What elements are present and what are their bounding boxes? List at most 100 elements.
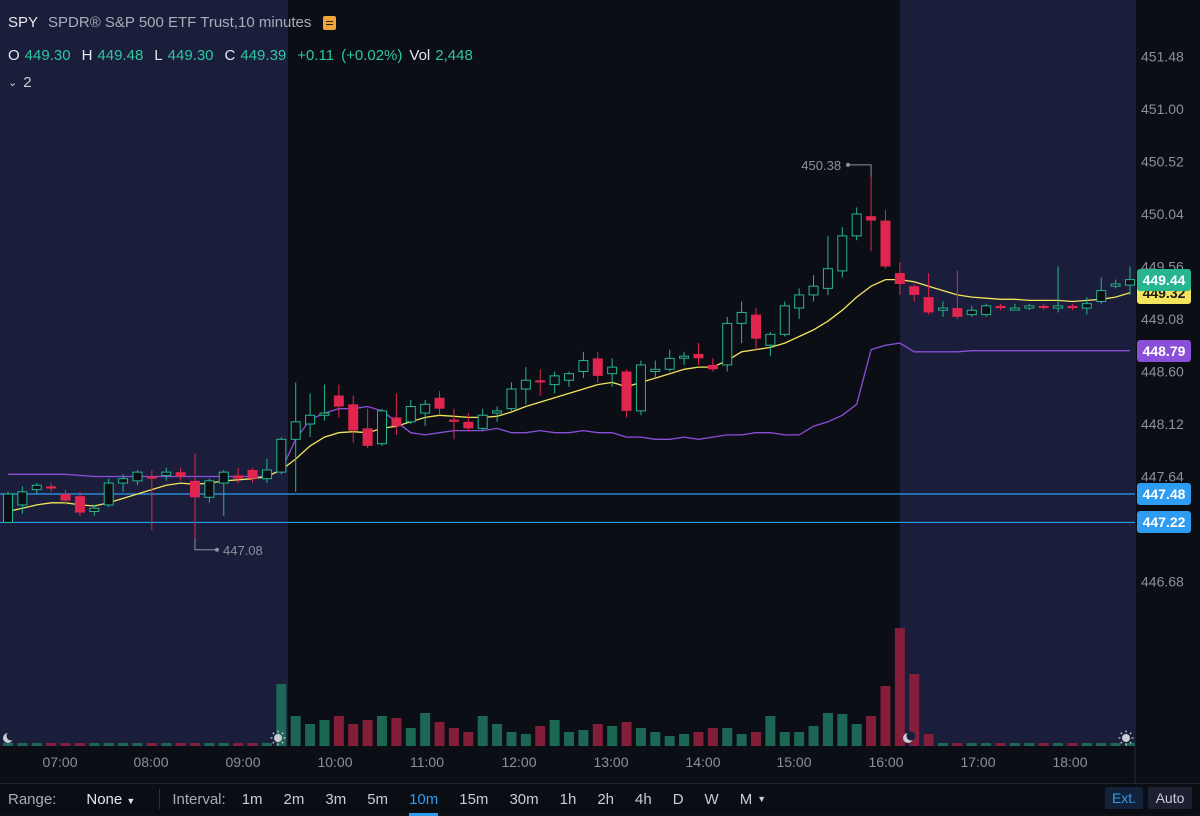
interval-30m[interactable]: 30m xyxy=(509,790,539,808)
volume-bar xyxy=(74,743,85,746)
price-tick-label: 448.60 xyxy=(1141,364,1184,380)
time-tick-label: 12:00 xyxy=(501,754,536,770)
symbol[interactable]: SPY xyxy=(8,14,39,31)
candle-body xyxy=(477,414,488,429)
change-percent: (+0.02%) xyxy=(341,47,403,64)
sun-icon-ray xyxy=(272,732,275,735)
time-tick-label: 10:00 xyxy=(317,754,352,770)
extended-hours-button[interactable]: Ext. xyxy=(1105,787,1143,809)
candle-body xyxy=(506,388,517,410)
volume-bar xyxy=(477,716,488,746)
note-icon[interactable] xyxy=(323,15,337,30)
volume-bar xyxy=(46,743,57,746)
candle-body xyxy=(319,412,330,416)
time-tick-label: 07:00 xyxy=(42,754,77,770)
candle-body xyxy=(751,314,761,339)
volume-bar xyxy=(722,728,733,746)
volume-bar xyxy=(880,686,891,746)
vwap-price-badge: 448.79 xyxy=(1137,339,1191,362)
indicators-toggle[interactable]: ⌄ 2 xyxy=(8,74,32,91)
candle-body xyxy=(362,428,373,446)
caret-down-icon: ▼ xyxy=(757,794,767,804)
interval-d[interactable]: D xyxy=(672,790,684,808)
volume-bar xyxy=(1081,743,1092,746)
sun-icon-ray xyxy=(1129,732,1132,735)
volume-bar xyxy=(161,743,172,746)
volume-bar xyxy=(233,743,244,746)
sun-icon xyxy=(1122,734,1130,742)
volume-bar xyxy=(204,743,215,746)
interval-5m[interactable]: 5m xyxy=(367,790,389,808)
volume-bar xyxy=(549,720,560,746)
volume-bar xyxy=(851,724,862,746)
price-tick-label: 450.52 xyxy=(1141,154,1184,170)
candle-body xyxy=(261,469,272,480)
interval-2m[interactable]: 2m xyxy=(283,790,305,808)
volume-bar xyxy=(420,713,431,746)
candle-body xyxy=(146,476,157,479)
candle-body xyxy=(851,213,862,237)
interval-1m[interactable]: 1m xyxy=(241,790,263,808)
interval-label: Interval: xyxy=(172,790,226,808)
interval-1h[interactable]: 1h xyxy=(559,790,577,808)
candle-body xyxy=(894,273,905,284)
high-marker-dot xyxy=(846,162,851,167)
candle-body xyxy=(89,507,100,512)
volume-bar xyxy=(693,732,704,746)
level-price-badge: 447.48 xyxy=(1137,483,1191,505)
candle-body xyxy=(420,403,431,414)
candle-body xyxy=(1096,290,1107,302)
candle-body xyxy=(31,484,42,491)
volume-bar xyxy=(966,743,977,746)
interval-15m[interactable]: 15m xyxy=(459,790,489,808)
time-tick-label: 15:00 xyxy=(776,754,811,770)
volume-bar xyxy=(17,743,28,746)
volume-bar xyxy=(679,734,690,746)
volume-bar xyxy=(909,674,920,746)
price-chart[interactable]: 451.48451.00450.52450.04449.56449.08448.… xyxy=(0,0,1200,783)
chevron-down-icon: ⌄ xyxy=(8,77,18,89)
time-tick-label: 11:00 xyxy=(410,754,444,770)
candle-body xyxy=(635,364,646,412)
volume-bar xyxy=(305,724,316,746)
volume-bar xyxy=(952,743,963,746)
candle-body xyxy=(17,491,28,506)
time-tick-label: 17:00 xyxy=(960,754,995,770)
interval-3m[interactable]: 3m xyxy=(325,790,347,808)
volume-bar xyxy=(190,743,200,746)
interval-10m[interactable]: 10m xyxy=(409,790,439,816)
candle-body xyxy=(60,494,71,501)
volume-bar xyxy=(3,743,13,746)
candle-body xyxy=(535,380,546,383)
interval-2h[interactable]: 2h xyxy=(597,790,614,808)
candle-body xyxy=(1081,303,1092,309)
volume-bar xyxy=(89,743,100,746)
candle-body xyxy=(204,480,215,498)
volume-bar xyxy=(751,732,761,746)
candle-body xyxy=(621,371,632,411)
volume-bar xyxy=(1038,743,1049,746)
volume-bar xyxy=(564,732,574,746)
level-price-badge: 447.22 xyxy=(1137,511,1191,534)
volume-bar xyxy=(391,718,402,746)
interval-w[interactable]: W xyxy=(704,790,719,808)
range-select[interactable]: None ▼ xyxy=(86,791,135,808)
candle-body xyxy=(607,366,618,375)
volume-bar xyxy=(1024,743,1035,746)
change-value: +0.11 xyxy=(297,47,335,64)
candle-body xyxy=(305,414,316,425)
candle-body xyxy=(233,475,244,479)
interval-m[interactable]: M xyxy=(739,790,753,808)
afterhours-session-shade xyxy=(900,0,1135,746)
interval-4h[interactable]: 4h xyxy=(635,790,652,808)
volume-bar xyxy=(607,726,618,746)
candle-body xyxy=(1110,283,1121,287)
auto-scale-button[interactable]: Auto xyxy=(1148,787,1192,809)
indicator-count: 2 xyxy=(23,74,32,91)
close-label: C xyxy=(224,47,236,64)
candle-body xyxy=(1038,305,1049,309)
sun-icon-ray xyxy=(281,732,284,735)
volume-bar xyxy=(463,732,474,746)
volume-bar xyxy=(377,716,387,746)
volume-bar xyxy=(866,716,877,746)
